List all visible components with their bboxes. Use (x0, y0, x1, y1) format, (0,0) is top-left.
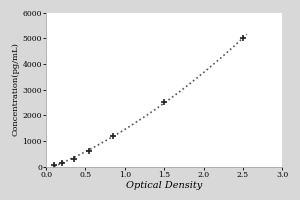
X-axis label: Optical Density: Optical Density (126, 181, 202, 190)
Y-axis label: Concentration(pg/mL): Concentration(pg/mL) (12, 43, 20, 136)
